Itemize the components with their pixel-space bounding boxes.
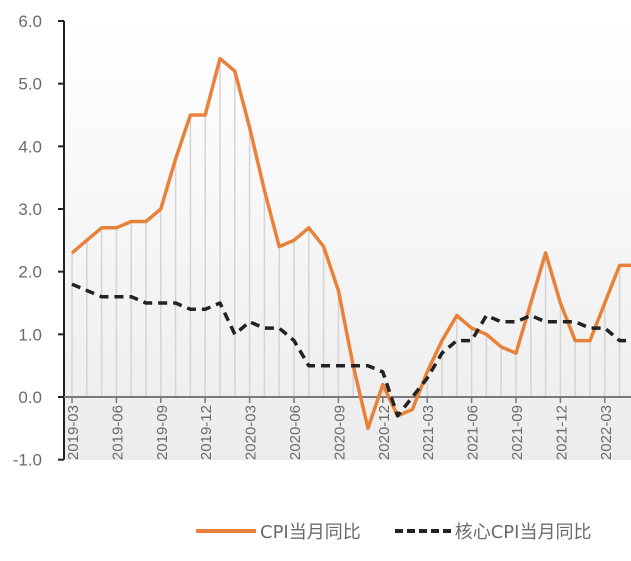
x-tick-label: 2021-06 — [465, 405, 482, 460]
x-tick-label: 2021-12 — [553, 405, 570, 460]
plot-background — [64, 21, 631, 460]
x-tick-label: 2022-03 — [598, 405, 615, 460]
x-tick-label: 2020-03 — [243, 405, 260, 460]
x-tick-label: 2019-12 — [198, 405, 215, 460]
y-tick-label: 2.0 — [18, 263, 42, 282]
x-tick-label: 2019-03 — [65, 405, 82, 460]
y-tick-label: 6.0 — [18, 12, 42, 31]
x-axis: 2019-03 2019-06 2019-09 2019-12 2020-03 2020-… — [64, 396, 631, 460]
x-tick-label: 2021-09 — [509, 405, 526, 460]
x-tick-label: 2021-03 — [420, 405, 437, 460]
y-tick-label: -1.0 — [13, 451, 42, 470]
x-tick-label: 2020-06 — [287, 405, 304, 460]
x-tick-label: 2020-09 — [331, 405, 348, 460]
x-tick-label: 2019-09 — [154, 405, 171, 460]
dashed-line-swatch-icon — [394, 529, 451, 533]
legend-item-core-cpi: 核心CPI当月同比 — [394, 518, 592, 544]
x-tick-label: 2019-06 — [109, 405, 126, 460]
y-tick-label: 5.0 — [18, 75, 42, 94]
y-tick-label: 0.0 — [18, 388, 42, 407]
core-cpi-line — [71, 282, 631, 418]
legend-item-cpi: CPI当月同比 — [196, 518, 361, 544]
legend: CPI当月同比 核心CPI当月同比 — [196, 518, 625, 544]
y-axis: 6.0 5.0 4.0 3.0 2.0 1.0 0.0 -1.0 — [13, 12, 65, 470]
drop-lines — [71, 58, 621, 397]
x-tick-label: 2020-12 — [376, 405, 393, 460]
legend-label-cpi: CPI当月同比 — [260, 522, 361, 543]
y-tick-label: 4.0 — [18, 137, 42, 156]
legend-label-core-cpi: 核心CPI当月同比 — [454, 522, 592, 543]
y-tick-label: 1.0 — [18, 325, 42, 344]
series-lines — [70, 56, 631, 431]
solid-line-swatch-icon — [196, 529, 256, 533]
y-tick-label: 3.0 — [18, 200, 42, 219]
